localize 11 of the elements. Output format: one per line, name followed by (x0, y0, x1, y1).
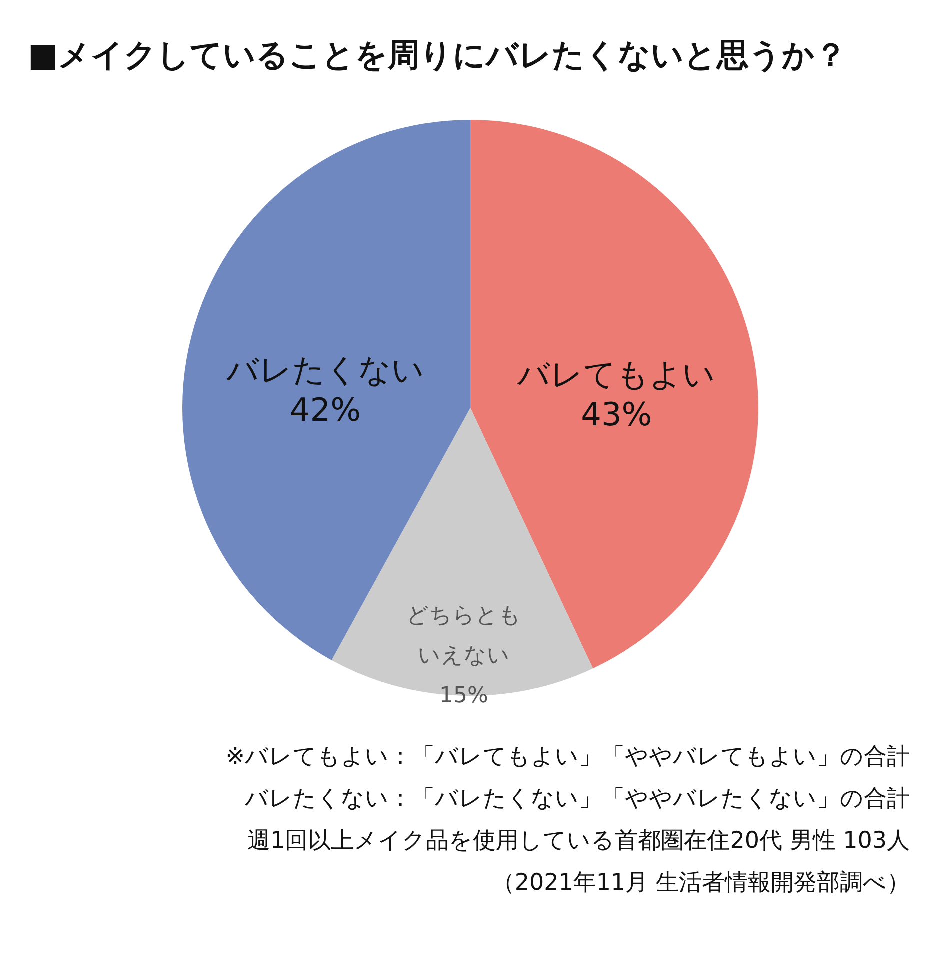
text: （2021年11月 生活者情報開発部調べ） (492, 870, 910, 896)
data-label: 42% (290, 390, 362, 429)
text: 週1回以上メイク品を使用している首都圏在住20代 男性 103人 (248, 828, 910, 854)
slice-label: バレたくない (225, 350, 424, 389)
data-label: 43% (581, 395, 652, 434)
slice-label: どちらともいえない (406, 603, 522, 668)
text: ※バレてもよい：「バレてもよい」「ややバレてもよい」の合計 (226, 744, 910, 770)
data-label: 15% (440, 683, 488, 708)
slice-label: バレてもよい (516, 355, 716, 394)
text: バレたくない：「バレたくない」「ややバレたくない」の合計 (244, 786, 910, 812)
chart-title: ■メイクしていることを周りにバレたくないと思うか？ (28, 36, 848, 74)
